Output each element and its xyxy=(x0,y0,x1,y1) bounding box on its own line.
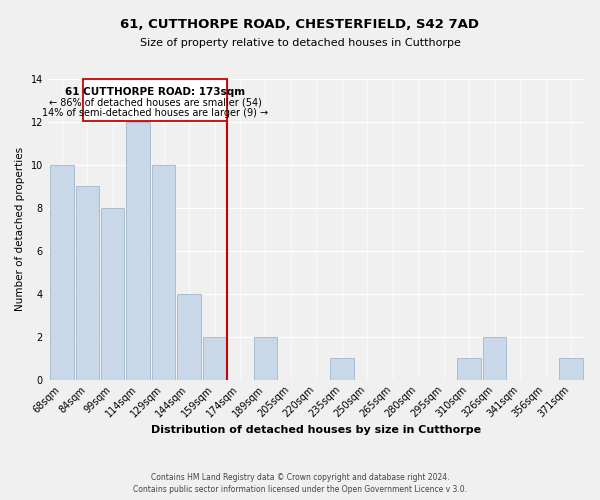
Bar xyxy=(76,186,99,380)
Text: Size of property relative to detached houses in Cutthorpe: Size of property relative to detached ho… xyxy=(140,38,460,48)
Text: Contains public sector information licensed under the Open Government Licence v : Contains public sector information licen… xyxy=(133,485,467,494)
Text: Contains HM Land Registry data © Crown copyright and database right 2024.: Contains HM Land Registry data © Crown c… xyxy=(151,472,449,482)
Text: 61, CUTTHORPE ROAD, CHESTERFIELD, S42 7AD: 61, CUTTHORPE ROAD, CHESTERFIELD, S42 7A… xyxy=(121,18,479,30)
Bar xyxy=(559,358,583,380)
Text: 14% of semi-detached houses are larger (9) →: 14% of semi-detached houses are larger (… xyxy=(42,108,268,118)
Text: 61 CUTTHORPE ROAD: 173sqm: 61 CUTTHORPE ROAD: 173sqm xyxy=(65,86,245,97)
Bar xyxy=(254,336,277,380)
Bar xyxy=(330,358,353,380)
Bar xyxy=(152,165,175,380)
Bar xyxy=(203,336,226,380)
Bar xyxy=(101,208,124,380)
Y-axis label: Number of detached properties: Number of detached properties xyxy=(15,148,25,312)
Text: ← 86% of detached houses are smaller (54): ← 86% of detached houses are smaller (54… xyxy=(49,98,262,108)
Bar xyxy=(50,165,74,380)
Bar xyxy=(127,122,150,380)
X-axis label: Distribution of detached houses by size in Cutthorpe: Distribution of detached houses by size … xyxy=(151,425,481,435)
Bar xyxy=(457,358,481,380)
FancyBboxPatch shape xyxy=(83,79,227,121)
Bar xyxy=(483,336,506,380)
Bar xyxy=(178,294,201,380)
